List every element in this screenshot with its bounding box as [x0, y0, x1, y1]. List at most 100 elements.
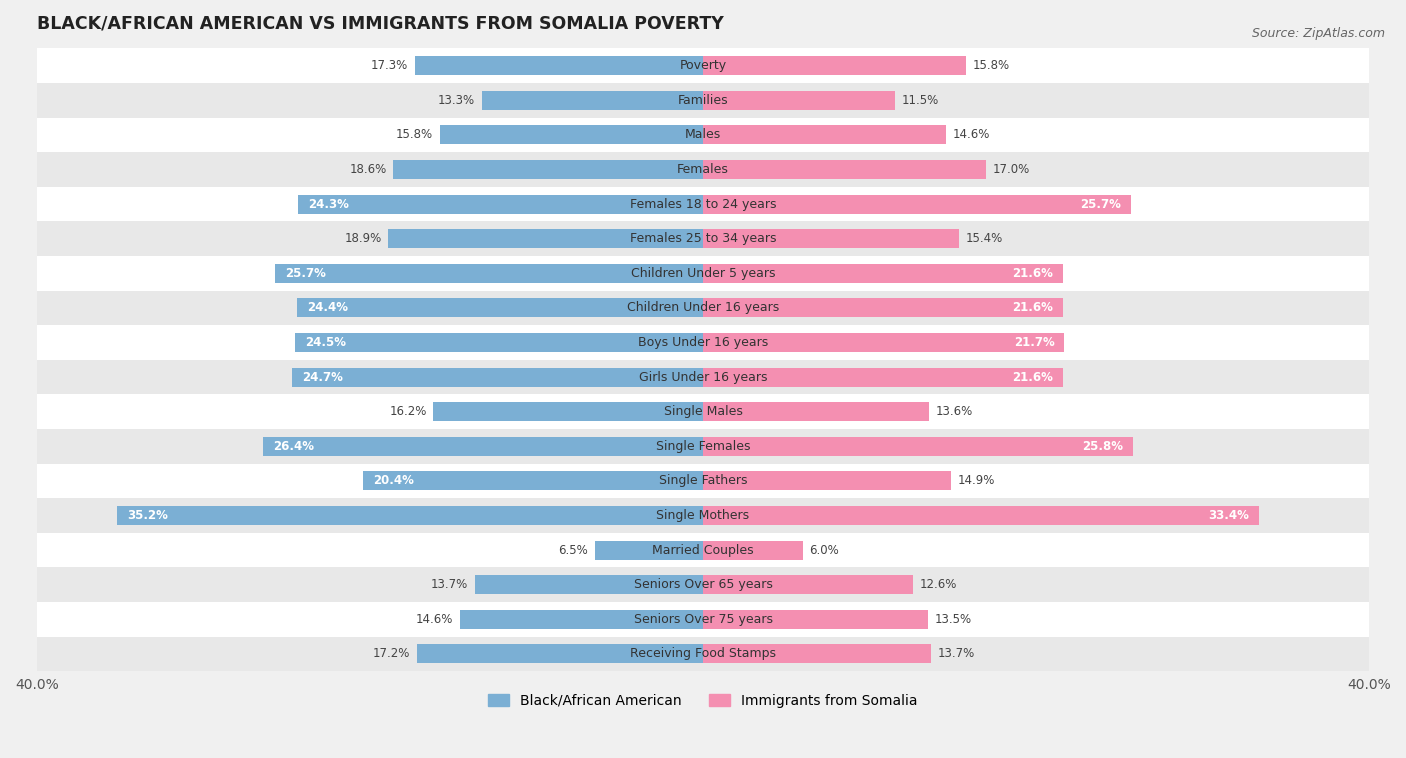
Bar	[703, 506, 1260, 525]
Text: 21.6%: 21.6%	[1012, 371, 1053, 384]
Text: 15.4%: 15.4%	[966, 232, 1004, 246]
Bar	[363, 471, 703, 490]
Bar	[37, 429, 1369, 464]
Text: 13.7%: 13.7%	[432, 578, 468, 591]
Bar	[703, 229, 959, 248]
Text: Single Fathers: Single Fathers	[659, 475, 747, 487]
Text: Children Under 5 years: Children Under 5 years	[631, 267, 775, 280]
Text: 21.6%: 21.6%	[1012, 302, 1053, 315]
Bar	[37, 256, 1369, 290]
Bar	[37, 152, 1369, 186]
Text: 17.2%: 17.2%	[373, 647, 411, 660]
Text: Seniors Over 65 years: Seniors Over 65 years	[634, 578, 772, 591]
Bar	[703, 540, 803, 559]
Bar	[703, 333, 1064, 352]
Bar	[703, 471, 950, 490]
Bar	[295, 333, 703, 352]
Bar	[37, 568, 1369, 602]
Text: 12.6%: 12.6%	[920, 578, 957, 591]
Text: 17.0%: 17.0%	[993, 163, 1031, 176]
Text: 6.0%: 6.0%	[810, 543, 839, 556]
Text: 13.7%: 13.7%	[938, 647, 974, 660]
Bar	[388, 229, 703, 248]
Text: 25.7%: 25.7%	[285, 267, 326, 280]
Text: 14.6%: 14.6%	[416, 612, 453, 626]
Text: 26.4%: 26.4%	[273, 440, 315, 453]
Text: 18.9%: 18.9%	[344, 232, 381, 246]
Bar	[703, 575, 912, 594]
Text: 6.5%: 6.5%	[558, 543, 588, 556]
Text: Source: ZipAtlas.com: Source: ZipAtlas.com	[1251, 27, 1385, 39]
Text: Children Under 16 years: Children Under 16 years	[627, 302, 779, 315]
Text: Receiving Food Stamps: Receiving Food Stamps	[630, 647, 776, 660]
Bar	[440, 125, 703, 145]
Text: 14.9%: 14.9%	[957, 475, 995, 487]
Text: 13.3%: 13.3%	[437, 94, 475, 107]
Bar	[703, 125, 946, 145]
Bar	[415, 56, 703, 75]
Bar	[37, 186, 1369, 221]
Bar	[703, 264, 1063, 283]
Bar	[703, 609, 928, 629]
Text: 14.6%: 14.6%	[953, 128, 990, 142]
Text: 24.5%: 24.5%	[305, 336, 346, 349]
Bar	[37, 464, 1369, 498]
Text: Single Females: Single Females	[655, 440, 751, 453]
Bar	[37, 533, 1369, 568]
Text: 15.8%: 15.8%	[973, 59, 1010, 72]
Bar	[703, 402, 929, 421]
Text: 24.4%: 24.4%	[307, 302, 347, 315]
Text: Single Males: Single Males	[664, 406, 742, 418]
Text: Females 25 to 34 years: Females 25 to 34 years	[630, 232, 776, 246]
Text: 21.7%: 21.7%	[1014, 336, 1054, 349]
Bar	[37, 117, 1369, 152]
Bar	[37, 394, 1369, 429]
Bar	[37, 83, 1369, 117]
Bar	[703, 160, 986, 179]
Bar	[703, 644, 931, 663]
Text: 18.6%: 18.6%	[349, 163, 387, 176]
Text: 17.3%: 17.3%	[371, 59, 408, 72]
Bar	[37, 360, 1369, 394]
Text: 24.3%: 24.3%	[308, 198, 349, 211]
Bar	[276, 264, 703, 283]
Bar	[291, 368, 703, 387]
Bar	[263, 437, 703, 456]
Bar	[595, 540, 703, 559]
Bar	[703, 437, 1133, 456]
Bar	[703, 299, 1063, 318]
Text: 13.5%: 13.5%	[935, 612, 972, 626]
Text: 21.6%: 21.6%	[1012, 267, 1053, 280]
Bar	[298, 195, 703, 214]
Text: 13.6%: 13.6%	[936, 406, 973, 418]
Text: Families: Families	[678, 94, 728, 107]
Text: 20.4%: 20.4%	[373, 475, 415, 487]
Bar	[37, 221, 1369, 256]
Bar	[37, 637, 1369, 671]
Text: 16.2%: 16.2%	[389, 406, 426, 418]
Bar	[37, 602, 1369, 637]
Bar	[703, 91, 894, 110]
Text: Girls Under 16 years: Girls Under 16 years	[638, 371, 768, 384]
Text: Single Mothers: Single Mothers	[657, 509, 749, 522]
Legend: Black/African American, Immigrants from Somalia: Black/African American, Immigrants from …	[488, 694, 918, 708]
Text: BLACK/AFRICAN AMERICAN VS IMMIGRANTS FROM SOMALIA POVERTY: BLACK/AFRICAN AMERICAN VS IMMIGRANTS FRO…	[37, 15, 724, 33]
Bar	[703, 195, 1130, 214]
Bar	[475, 575, 703, 594]
Text: Females 18 to 24 years: Females 18 to 24 years	[630, 198, 776, 211]
Bar	[703, 56, 966, 75]
Text: 11.5%: 11.5%	[901, 94, 938, 107]
Text: 35.2%: 35.2%	[127, 509, 167, 522]
Bar	[481, 91, 703, 110]
Bar	[703, 368, 1063, 387]
Text: Boys Under 16 years: Boys Under 16 years	[638, 336, 768, 349]
Text: 25.7%: 25.7%	[1080, 198, 1121, 211]
Bar	[117, 506, 703, 525]
Bar	[416, 644, 703, 663]
Bar	[37, 49, 1369, 83]
Bar	[394, 160, 703, 179]
Bar	[37, 290, 1369, 325]
Text: Seniors Over 75 years: Seniors Over 75 years	[634, 612, 772, 626]
Text: Married Couples: Married Couples	[652, 543, 754, 556]
Text: 24.7%: 24.7%	[302, 371, 343, 384]
